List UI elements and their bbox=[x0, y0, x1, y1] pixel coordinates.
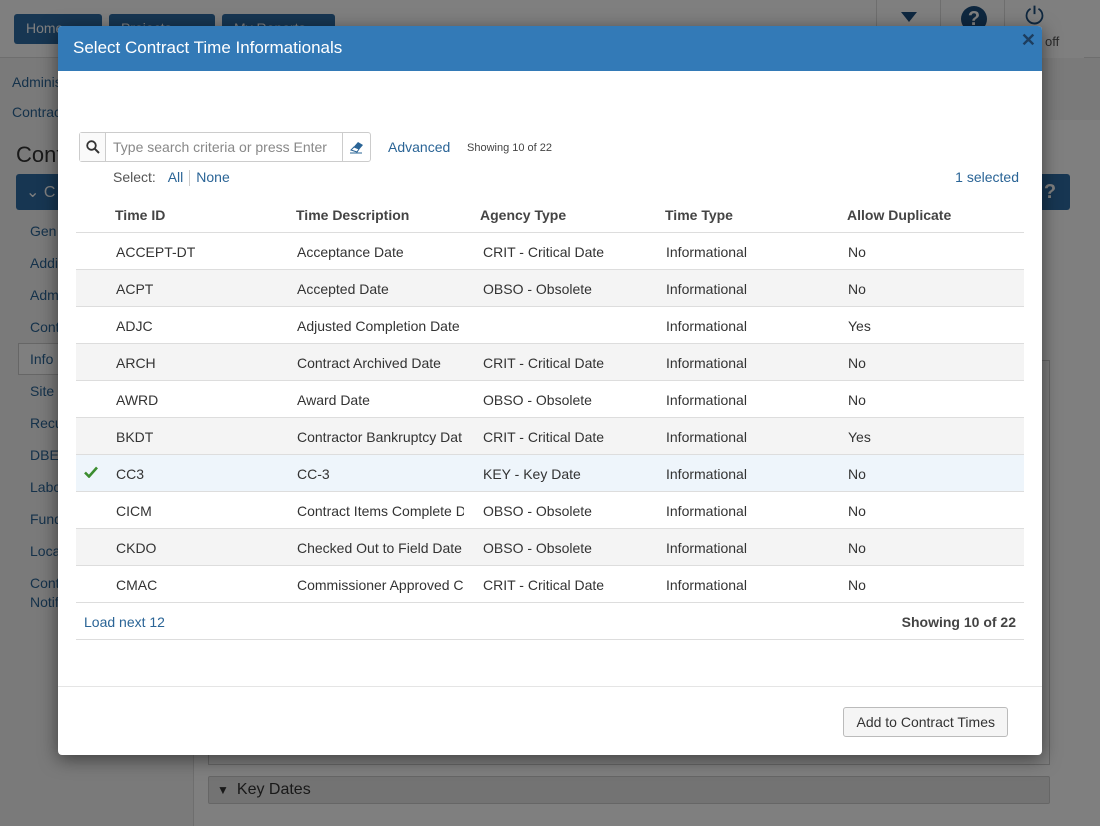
cell-allow-duplicate: No bbox=[848, 503, 866, 519]
cell-agency-type: OBSO - Obsolete bbox=[483, 503, 592, 519]
column-header-agency-type[interactable]: Agency Type bbox=[480, 207, 567, 223]
cell-allow-duplicate: Yes bbox=[848, 318, 871, 334]
column-header-time-type[interactable]: Time Type bbox=[665, 207, 733, 223]
cell-time-type: Informational bbox=[666, 429, 747, 445]
showing-count-top: Showing 10 of 22 bbox=[467, 142, 553, 154]
cell-time-type: Informational bbox=[666, 392, 747, 408]
cell-allow-duplicate: No bbox=[848, 355, 866, 371]
cell-time-id: CICM bbox=[116, 503, 152, 519]
add-to-contract-times-button[interactable]: Add to Contract Times bbox=[843, 707, 1008, 737]
column-header-allow-duplicate[interactable]: Allow Duplicate bbox=[847, 207, 952, 223]
cell-allow-duplicate: Yes bbox=[848, 429, 871, 445]
cell-time-description: Award Date bbox=[297, 392, 370, 408]
cell-time-type: Informational bbox=[666, 244, 747, 260]
cell-time-id: AWRD bbox=[116, 392, 159, 408]
cell-allow-duplicate: No bbox=[848, 466, 866, 482]
cell-time-id: ACPT bbox=[116, 281, 154, 297]
cell-time-id: BKDT bbox=[116, 429, 154, 445]
selected-count-link[interactable]: 1 selected bbox=[955, 169, 1019, 185]
cell-time-description: Accepted Date bbox=[297, 281, 389, 297]
checkmark-icon bbox=[84, 466, 98, 478]
modal-title: Select Contract Time Informationals bbox=[73, 38, 343, 57]
select-label: Select: bbox=[113, 169, 156, 185]
cell-time-id: ARCH bbox=[116, 355, 156, 371]
table-row[interactable]: BKDT Contractor Bankruptcy Dat CRIT - Cr… bbox=[76, 418, 1024, 455]
cell-time-id: CKDO bbox=[116, 540, 157, 556]
table-row-selected[interactable]: CC3 CC-3 KEY - Key Date Informational No bbox=[76, 455, 1024, 492]
table-row[interactable]: ACCEPT-DT Acceptance Date CRIT - Critica… bbox=[76, 233, 1024, 270]
cell-agency-type: OBSO - Obsolete bbox=[483, 540, 592, 556]
advanced-search-link[interactable]: Advanced bbox=[388, 139, 451, 155]
load-next-link[interactable]: Load next 12 bbox=[84, 614, 165, 630]
showing-count-bottom: Showing 10 of 22 bbox=[901, 614, 1016, 630]
cell-allow-duplicate: No bbox=[848, 540, 866, 556]
select-none-link[interactable]: None bbox=[196, 169, 230, 185]
table-row[interactable]: ACPT Accepted Date OBSO - Obsolete Infor… bbox=[76, 270, 1024, 307]
cell-time-description: Contractor Bankruptcy Dat bbox=[297, 429, 462, 445]
cell-time-type: Informational bbox=[666, 281, 747, 297]
cell-time-description: Checked Out to Field Date bbox=[297, 540, 462, 556]
cell-agency-type: OBSO - Obsolete bbox=[483, 281, 592, 297]
cell-time-type: Informational bbox=[666, 540, 747, 556]
cell-time-description: Commissioner Approved C bbox=[297, 577, 464, 593]
cell-time-type: Informational bbox=[666, 355, 747, 371]
grid-footer: Load next 12 Showing 10 of 22 bbox=[76, 603, 1024, 640]
modal-footer: Add to Contract Times bbox=[58, 686, 1042, 755]
cell-agency-type: CRIT - Critical Date bbox=[483, 244, 605, 260]
search-input[interactable] bbox=[107, 133, 343, 161]
column-header-time-id[interactable]: Time ID bbox=[115, 207, 166, 223]
cell-allow-duplicate: No bbox=[848, 244, 866, 260]
cell-time-id: CMAC bbox=[116, 577, 158, 593]
cell-time-description: CC-3 bbox=[297, 466, 330, 482]
cell-allow-duplicate: No bbox=[848, 281, 866, 297]
cell-agency-type: KEY - Key Date bbox=[483, 466, 581, 482]
table-row[interactable]: ARCH Contract Archived Date CRIT - Criti… bbox=[76, 344, 1024, 381]
divider bbox=[189, 170, 191, 187]
search-box bbox=[79, 132, 371, 162]
cell-time-id: ADJC bbox=[116, 318, 153, 334]
cell-agency-type: CRIT - Critical Date bbox=[483, 429, 605, 445]
modal-header: Select Contract Time Informationals bbox=[58, 26, 1042, 71]
table-row[interactable]: CKDO Checked Out to Field Date OBSO - Ob… bbox=[76, 529, 1024, 566]
cell-allow-duplicate: No bbox=[848, 392, 866, 408]
cell-agency-type: OBSO - Obsolete bbox=[483, 392, 592, 408]
grid-header: Time ID Time Description Agency Type Tim… bbox=[76, 195, 1024, 233]
cell-time-type: Informational bbox=[666, 466, 747, 482]
cell-agency-type: CRIT - Critical Date bbox=[483, 577, 605, 593]
cell-time-description: Contract Items Complete D bbox=[297, 503, 464, 519]
search-icon bbox=[86, 140, 100, 154]
cell-time-description: Contract Archived Date bbox=[297, 355, 441, 371]
clear-search-button[interactable] bbox=[342, 133, 370, 161]
cell-time-type: Informational bbox=[666, 318, 747, 334]
cell-time-type: Informational bbox=[666, 503, 747, 519]
table-row[interactable]: AWRD Award Date OBSO - Obsolete Informat… bbox=[76, 381, 1024, 418]
select-controls: Select: All None bbox=[113, 169, 230, 187]
eraser-icon bbox=[350, 142, 363, 154]
table-row[interactable]: ADJC Adjusted Completion Date Informatio… bbox=[76, 307, 1024, 344]
table-row[interactable]: CICM Contract Items Complete D OBSO - Ob… bbox=[76, 492, 1024, 529]
cell-time-description: Acceptance Date bbox=[297, 244, 404, 260]
cell-agency-type: CRIT - Critical Date bbox=[483, 355, 605, 371]
cell-time-id: ACCEPT-DT bbox=[116, 244, 196, 260]
cell-allow-duplicate: No bbox=[848, 577, 866, 593]
select-all-link[interactable]: All bbox=[167, 169, 184, 185]
column-header-time-description[interactable]: Time Description bbox=[296, 207, 410, 223]
time-grid: Time ID Time Description Agency Type Tim… bbox=[76, 195, 1024, 640]
close-icon[interactable]: ✕ bbox=[1020, 30, 1036, 50]
search-button[interactable] bbox=[80, 133, 106, 161]
cell-time-id: CC3 bbox=[116, 466, 145, 482]
select-time-modal: Select Contract Time Informationals ✕ Ad… bbox=[58, 26, 1042, 755]
cell-time-description: Adjusted Completion Date bbox=[297, 318, 460, 334]
table-row[interactable]: CMAC Commissioner Approved C CRIT - Crit… bbox=[76, 566, 1024, 603]
cell-time-type: Informational bbox=[666, 577, 747, 593]
